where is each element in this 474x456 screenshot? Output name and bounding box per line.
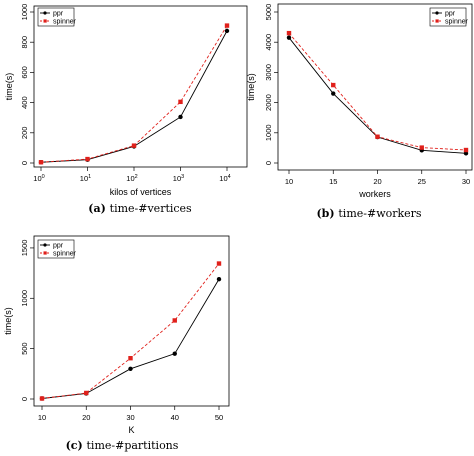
y-tick-label: 200: [20, 127, 29, 140]
figure-caption: (b) time-#workers: [316, 207, 421, 220]
y-tick-label: 0: [20, 161, 29, 165]
legend-marker-spinner: [43, 19, 47, 23]
legend-label-ppr: ppr: [53, 11, 64, 18]
y-tick-label: 2000: [264, 94, 273, 111]
legend-label-spinner: spinner: [445, 19, 469, 26]
series-line-spinner: [288, 32, 467, 151]
legend-marker-spinner: [43, 251, 47, 255]
series-line-ppr: [40, 30, 228, 163]
x-tick-label: 104: [219, 174, 230, 183]
data-point-spinner: [38, 160, 44, 165]
data-point-ppr: [216, 276, 222, 282]
x-axis-label: kilos of vertices: [110, 187, 172, 197]
x-tick-label: 25: [418, 177, 426, 186]
data-point-spinner: [216, 261, 222, 266]
y-tick-label: 800: [20, 36, 29, 49]
series-line-spinner: [40, 25, 228, 163]
y-axis-label: time(s): [246, 73, 256, 101]
legend-label-ppr: ppr: [445, 11, 456, 18]
plot-frame: [33, 235, 230, 407]
x-axis-label: K: [128, 425, 134, 435]
x-axis-label: workers: [358, 189, 391, 199]
chart-panel-b: 10 15 20 25 30 0 1000 2000 3000 4000 5000 workers ti…: [246, 3, 473, 220]
data-point-ppr: [286, 35, 292, 40]
y-tick-label: 3000: [264, 64, 273, 81]
x-tick-label: 20: [373, 177, 381, 186]
x-tick-label: 103: [173, 174, 184, 183]
data-point-spinner: [172, 318, 177, 323]
y-tick-label: 1500: [20, 240, 29, 257]
y-tick-label: 1000: [20, 290, 29, 307]
data-point-spinner: [178, 99, 183, 105]
y-tick-label: 600: [20, 66, 29, 79]
y-tick-label: 5000: [264, 4, 273, 21]
y-axis-label: time(s): [3, 307, 13, 335]
x-tick-label: 30: [126, 413, 134, 422]
series-line-spinner: [41, 263, 220, 399]
x-tick-label: 10: [285, 177, 293, 186]
data-point-spinner: [224, 23, 230, 28]
data-point-ppr: [331, 91, 336, 96]
y-tick-label: 1000: [20, 4, 29, 21]
plot-frame: [277, 3, 473, 171]
data-point-spinner: [331, 82, 336, 88]
legend-marker-ppr: [435, 11, 439, 15]
legend-box: [429, 7, 467, 27]
y-axis-label: time(s): [4, 73, 14, 101]
y-tick-label: 500: [20, 342, 29, 355]
series-line-ppr: [41, 278, 220, 399]
y-tick-label: 1000: [264, 124, 273, 141]
data-point-spinner: [463, 147, 469, 153]
legend-label-spinner: spinner: [53, 19, 77, 26]
data-point-spinner: [286, 30, 292, 36]
legend-label-spinner: spinner: [53, 251, 77, 258]
legend-box: [37, 239, 75, 259]
data-point-ppr: [463, 151, 469, 156]
legend-box: [37, 7, 75, 27]
x-tick-label: 100: [33, 174, 44, 183]
x-tick-label: 50: [215, 413, 223, 422]
data-point-spinner: [131, 143, 137, 148]
y-tick-label: 400: [20, 96, 29, 109]
legend-marker-spinner: [435, 19, 439, 23]
y-tick-label: 0: [20, 397, 29, 401]
figure-caption: (a) time-#vertices: [88, 202, 192, 215]
data-point-ppr: [224, 28, 230, 34]
data-point-spinner: [84, 390, 89, 396]
y-tick-label: 0: [264, 161, 273, 165]
x-tick-label: 40: [171, 413, 179, 422]
x-tick-label: 101: [80, 174, 91, 183]
data-point-ppr: [172, 351, 177, 356]
figure-caption: (c) time-#partitions: [66, 439, 179, 452]
data-point-spinner: [419, 145, 424, 150]
chart-panel-a: 100 101 102 103 104 0 200 400 600 800 1000 kilos of…: [4, 4, 248, 215]
data-point-spinner: [375, 134, 380, 139]
legend-marker-ppr: [43, 243, 47, 247]
data-point-ppr: [178, 114, 183, 120]
data-point-spinner: [85, 156, 90, 162]
plot-frame: [33, 5, 248, 168]
x-tick-label: 30: [462, 177, 470, 186]
x-tick-label: 10: [38, 413, 46, 422]
x-tick-label: 102: [126, 174, 137, 183]
y-tick-label: 4000: [264, 34, 273, 51]
x-tick-label: 15: [329, 177, 337, 186]
legend-label-ppr: ppr: [53, 243, 64, 250]
legend-marker-ppr: [43, 11, 47, 15]
data-point-spinner: [128, 356, 133, 361]
x-tick-label: 20: [82, 413, 90, 422]
chart-panel-c: 10 20 30 40 50050010001500Ktime(s)pprspinner…: [3, 235, 230, 452]
data-point-ppr: [128, 366, 133, 371]
data-point-spinner: [39, 396, 45, 401]
